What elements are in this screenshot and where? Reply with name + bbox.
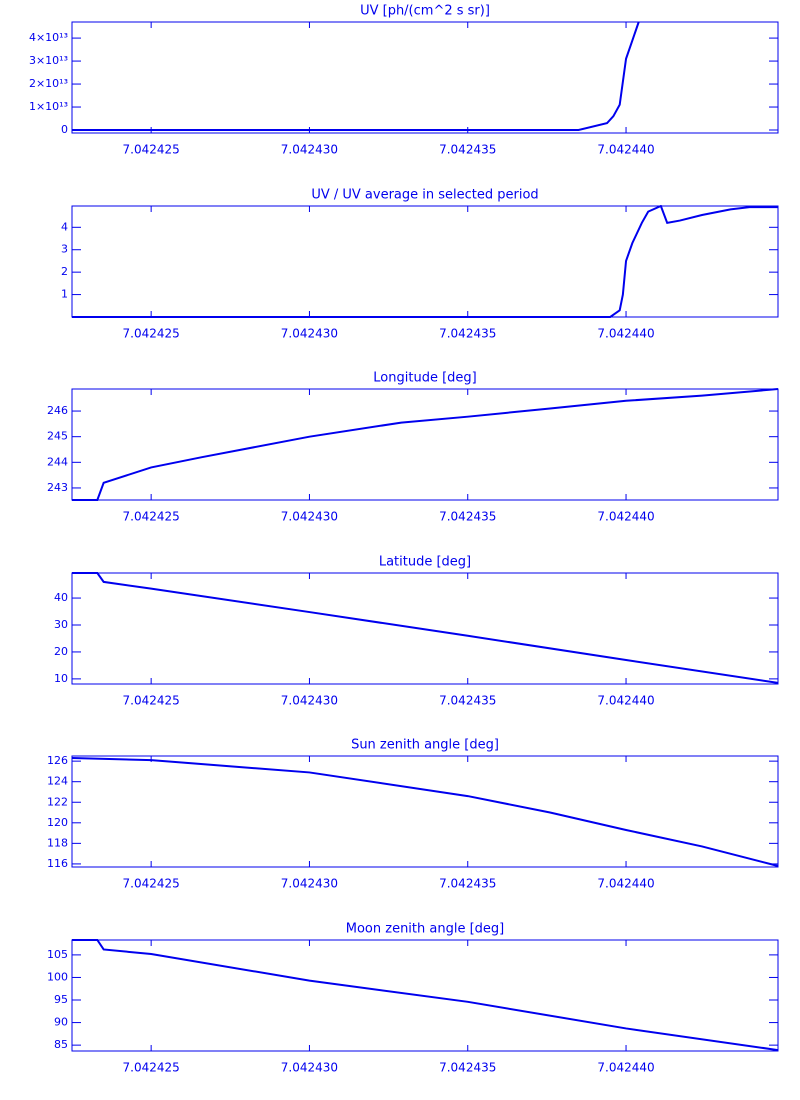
plot-frame bbox=[71, 755, 779, 868]
x-tick-label: 7.042440 bbox=[597, 694, 654, 708]
x-tick-label: 7.042430 bbox=[281, 1061, 338, 1075]
y-tick-label: 85 bbox=[54, 1038, 68, 1051]
x-tick-label: 7.042440 bbox=[597, 877, 654, 891]
y-tick-label: 105 bbox=[47, 948, 68, 961]
x-tick-label: 7.042430 bbox=[281, 877, 338, 891]
x-tick-label: 7.042435 bbox=[439, 1061, 496, 1075]
y-tick-label: 4×10¹³ bbox=[29, 31, 68, 44]
plot-frame bbox=[71, 21, 779, 134]
chart-title: Moon zenith angle [deg] bbox=[346, 922, 504, 937]
x-tick-label: 7.042440 bbox=[597, 510, 654, 524]
data-line bbox=[72, 939, 778, 1052]
x-tick-label: 7.042425 bbox=[123, 510, 180, 524]
data-line bbox=[72, 21, 640, 132]
y-tick-label: 100 bbox=[47, 970, 68, 983]
data-line bbox=[72, 757, 778, 867]
y-tick-label: 4 bbox=[61, 220, 68, 233]
x-tick-label: 7.042425 bbox=[123, 143, 180, 157]
y-tick-label: 244 bbox=[47, 455, 68, 468]
y-tick-label: 118 bbox=[47, 836, 68, 849]
x-tick-label: 7.042440 bbox=[597, 1061, 654, 1075]
y-tick-label: 3×10¹³ bbox=[29, 54, 68, 67]
chart-title: Sun zenith angle [deg] bbox=[351, 738, 499, 753]
y-tick-label: 1×10¹³ bbox=[29, 100, 68, 113]
x-tick-label: 7.042430 bbox=[281, 143, 338, 157]
x-tick-label: 7.042425 bbox=[123, 877, 180, 891]
chart-title: UV [ph/(cm^2 s sr)] bbox=[360, 4, 490, 19]
x-tick-label: 7.042435 bbox=[439, 143, 496, 157]
x-tick-label: 7.042430 bbox=[281, 510, 338, 524]
x-tick-label: 7.042425 bbox=[123, 694, 180, 708]
y-tick-label: 246 bbox=[47, 404, 68, 417]
y-tick-label: 120 bbox=[47, 816, 68, 829]
y-tick-label: 1 bbox=[61, 288, 68, 301]
plot-frame bbox=[71, 572, 779, 685]
x-tick-label: 7.042430 bbox=[281, 694, 338, 708]
data-line bbox=[72, 388, 778, 501]
x-tick-label: 7.042435 bbox=[439, 327, 496, 341]
x-tick-label: 7.042440 bbox=[597, 143, 654, 157]
x-tick-label: 7.042435 bbox=[439, 694, 496, 708]
y-tick-label: 20 bbox=[54, 645, 68, 658]
y-tick-label: 90 bbox=[54, 1016, 68, 1029]
y-tick-label: 245 bbox=[47, 430, 68, 443]
y-tick-label: 40 bbox=[54, 591, 68, 604]
x-tick-label: 7.042440 bbox=[597, 327, 654, 341]
x-tick-label: 7.042425 bbox=[123, 1061, 180, 1075]
x-tick-label: 7.042435 bbox=[439, 877, 496, 891]
chart-title: Longitude [deg] bbox=[373, 371, 476, 386]
y-tick-label: 243 bbox=[47, 481, 68, 494]
y-tick-label: 124 bbox=[47, 775, 68, 788]
x-tick-label: 7.042430 bbox=[281, 327, 338, 341]
y-tick-label: 116 bbox=[47, 857, 68, 870]
chart-title: Latitude [deg] bbox=[379, 555, 471, 570]
plot-frame bbox=[71, 388, 779, 501]
y-tick-label: 95 bbox=[54, 993, 68, 1006]
plot-frame bbox=[71, 939, 779, 1052]
y-tick-label: 10 bbox=[54, 672, 68, 685]
y-tick-label: 2×10¹³ bbox=[29, 77, 68, 90]
x-tick-label: 7.042435 bbox=[439, 510, 496, 524]
data-line bbox=[72, 572, 778, 684]
y-tick-label: 3 bbox=[61, 243, 68, 256]
chart-title: UV / UV average in selected period bbox=[311, 188, 538, 203]
y-tick-label: 0 bbox=[61, 123, 68, 136]
y-tick-label: 122 bbox=[47, 795, 68, 808]
x-tick-label: 7.042425 bbox=[123, 327, 180, 341]
data-line bbox=[72, 205, 778, 318]
y-tick-label: 2 bbox=[61, 265, 68, 278]
y-tick-label: 126 bbox=[47, 754, 68, 767]
y-tick-label: 30 bbox=[54, 618, 68, 631]
